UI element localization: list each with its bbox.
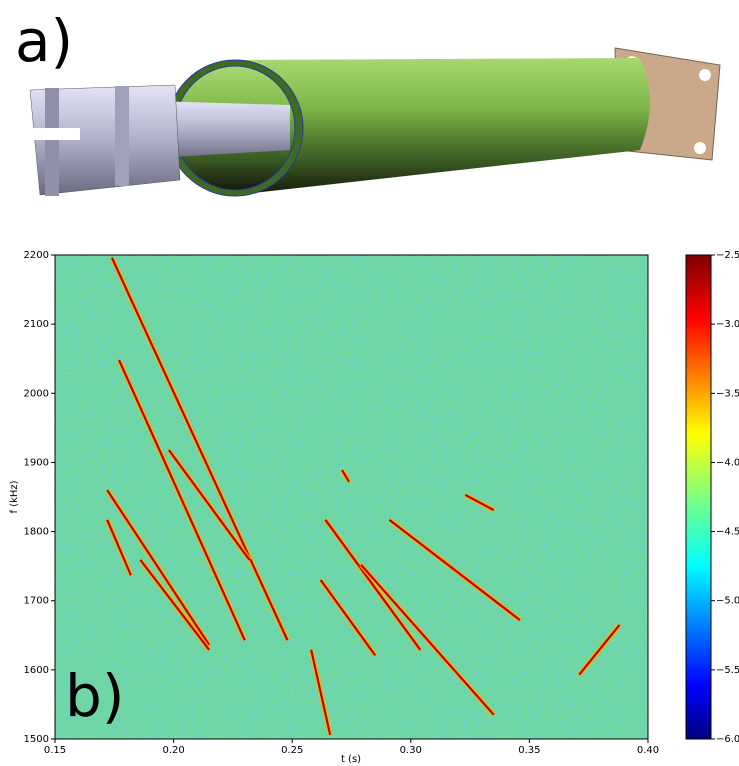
x-tick-label: 0.20 <box>162 745 184 756</box>
x-tick-label: 0.35 <box>518 745 540 756</box>
streak <box>360 564 495 716</box>
x-tick-label: 0.30 <box>400 745 422 756</box>
y-axis-label: f (kHz) <box>9 480 20 513</box>
y-tick-label: 1600 <box>24 665 49 676</box>
streak <box>310 649 332 736</box>
streak <box>106 519 132 576</box>
y-tick-label: 1800 <box>24 527 49 538</box>
y-tick-label: 2100 <box>24 319 49 330</box>
colorbar-tick-label: −4.0 <box>716 457 739 468</box>
panel-label: b) <box>65 662 124 730</box>
x-tick-label: 0.15 <box>44 745 66 756</box>
tube-render <box>20 47 721 197</box>
streak <box>139 559 211 651</box>
y-tick-label: 2000 <box>24 388 49 399</box>
x-tick-label: 0.25 <box>281 745 303 756</box>
streak <box>324 519 422 651</box>
streak <box>319 579 377 656</box>
streak <box>118 359 246 641</box>
x-tick-label: 0.40 <box>637 745 659 756</box>
y-tick-label: 1500 <box>24 734 49 745</box>
colorbar-tick-label: −4.5 <box>716 527 739 538</box>
colorbar-tick-label: −5.5 <box>716 665 739 676</box>
streak <box>106 489 211 646</box>
streak <box>464 493 495 512</box>
colorbar-tick-label: −3.0 <box>716 319 739 330</box>
streak <box>388 518 521 621</box>
y-tick-label: 1700 <box>24 596 49 607</box>
streak <box>110 257 289 641</box>
x-axis-label: t (s) <box>341 754 361 765</box>
streak <box>578 624 621 676</box>
colorbar-tick-label: −3.5 <box>716 388 739 399</box>
colorbar-tick-label: −6.0 <box>716 734 739 745</box>
y-tick-label: 2200 <box>24 250 49 261</box>
colorbar <box>685 254 712 740</box>
streak <box>341 469 351 483</box>
y-tick-label: 1900 <box>24 457 49 468</box>
plot-frame <box>54 254 649 740</box>
colorbar-tick-label: −5.0 <box>716 596 739 607</box>
colorbar-tick-label: −2.5 <box>716 250 739 261</box>
streaks <box>104 256 622 736</box>
spectrogram-noise <box>55 255 648 739</box>
panel-label: a) <box>15 7 73 75</box>
streak <box>167 449 251 561</box>
